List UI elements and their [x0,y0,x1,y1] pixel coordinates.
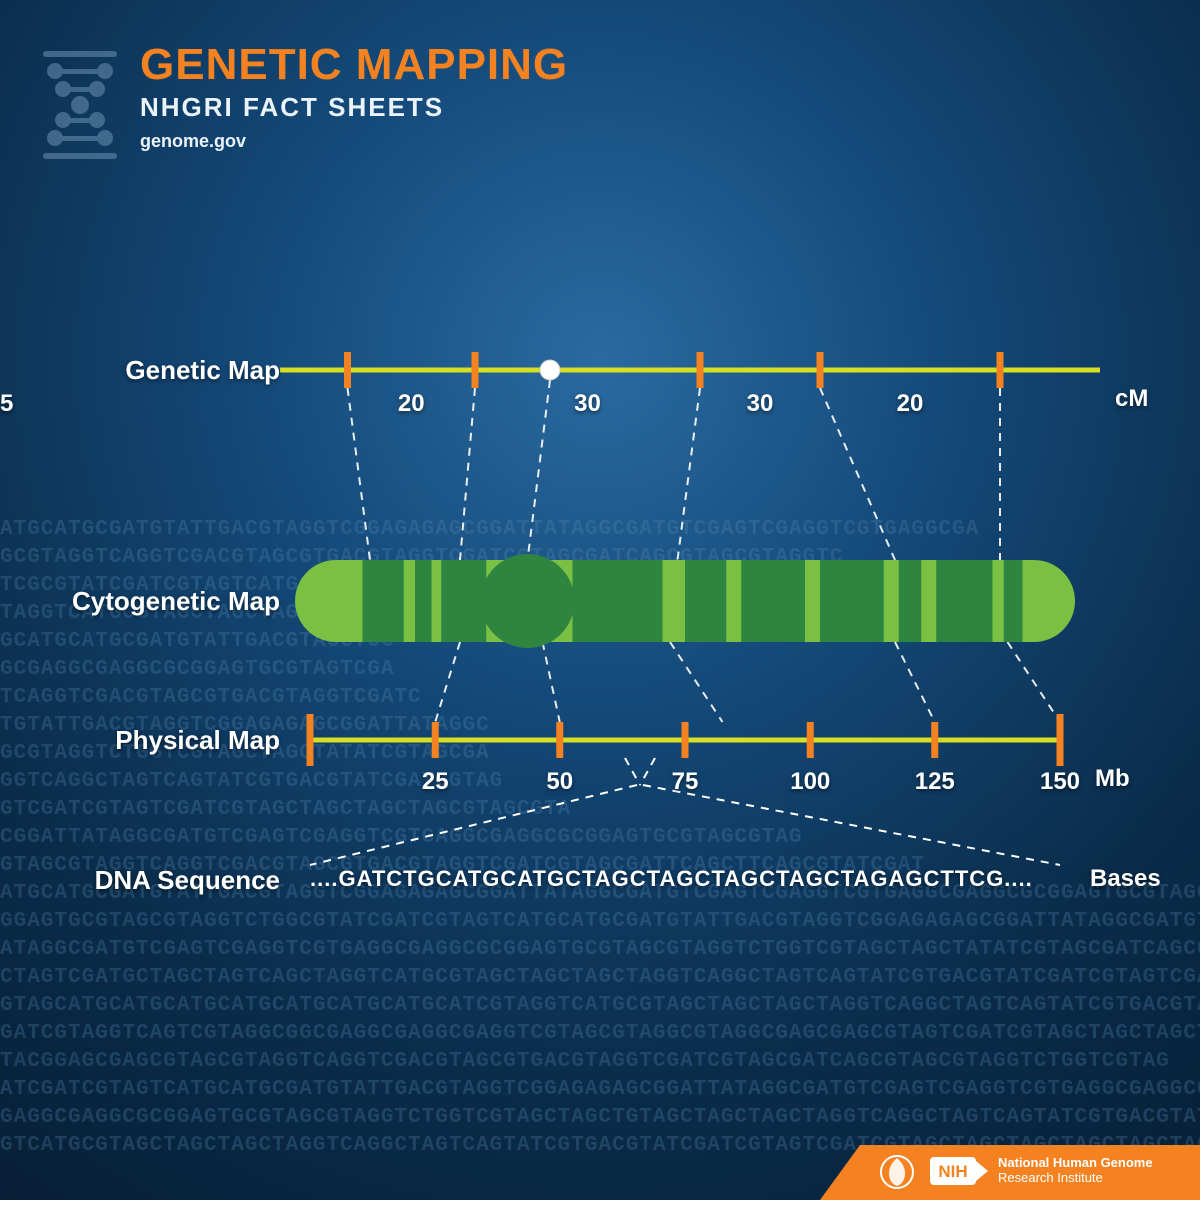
svg-text:NIH: NIH [938,1162,967,1181]
physical-tick-label: 25 [422,768,449,796]
genetic-interval-label: 30 [574,390,601,418]
genetic-interval-label: 25 [0,390,13,418]
genetic-interval-label: 20 [398,390,425,418]
genetic-interval-label: 20 [897,390,924,418]
svg-text:National Human Genome: National Human Genome [998,1155,1153,1170]
physical-tick-label: 50 [546,768,573,796]
dna-unit-label: Bases [1090,865,1161,893]
dna-sequence-text: ....GATCTGCATGCATGCTAGCTAGCTAGCTAGCTAGAG… [310,866,1033,892]
physical-unit-label: Mb [1095,765,1130,793]
dna-sequence-label: DNA Sequence [40,865,280,896]
genetic-unit-label: cM [1115,385,1148,413]
physical-tick-label: 125 [915,768,955,796]
physical-map-label: Physical Map [60,725,280,756]
physical-tick-label: 75 [672,768,699,796]
genetic-interval-label: 30 [747,390,774,418]
cytogenetic-map-label: Cytogenetic Map [30,586,280,617]
svg-text:Research Institute: Research Institute [998,1170,1103,1185]
genetic-map-label: Genetic Map [60,355,280,386]
footer-badge: NIH National Human Genome Research Insti… [820,1145,1200,1200]
physical-tick-label: 100 [790,768,830,796]
physical-tick-label: 150 [1040,768,1080,796]
